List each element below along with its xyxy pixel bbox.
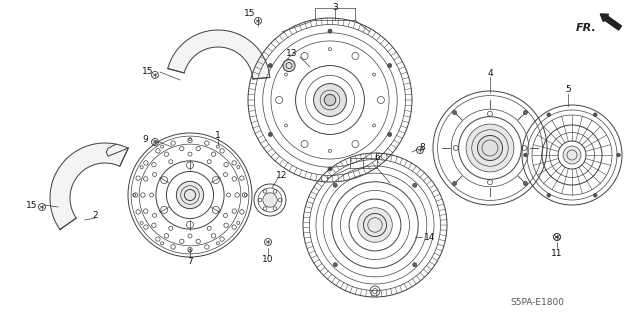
Circle shape	[328, 167, 332, 171]
Circle shape	[524, 182, 527, 185]
Polygon shape	[50, 143, 128, 230]
Circle shape	[452, 110, 456, 115]
Text: 3: 3	[332, 4, 338, 12]
Text: 6: 6	[374, 153, 380, 162]
Text: 15: 15	[142, 68, 154, 77]
Circle shape	[547, 193, 550, 197]
Text: 7: 7	[187, 257, 193, 266]
Text: 9: 9	[142, 136, 148, 145]
Circle shape	[177, 182, 204, 209]
Text: 13: 13	[286, 49, 298, 58]
Circle shape	[413, 183, 417, 187]
Text: 8: 8	[419, 143, 425, 152]
Circle shape	[452, 182, 456, 185]
Circle shape	[563, 146, 581, 164]
Text: 4: 4	[487, 69, 493, 78]
Circle shape	[413, 263, 417, 267]
Text: 2: 2	[92, 211, 98, 219]
Text: 15: 15	[26, 201, 38, 210]
Text: 1: 1	[215, 130, 221, 139]
Circle shape	[593, 113, 597, 116]
Circle shape	[268, 63, 273, 68]
Circle shape	[466, 124, 514, 172]
Circle shape	[333, 183, 337, 187]
Text: 11: 11	[551, 249, 563, 257]
Text: FR.: FR.	[576, 23, 597, 33]
Circle shape	[617, 153, 620, 157]
Text: 5: 5	[565, 85, 571, 94]
Polygon shape	[168, 30, 270, 79]
Circle shape	[263, 193, 277, 207]
Circle shape	[524, 110, 527, 115]
Circle shape	[314, 84, 346, 116]
Circle shape	[477, 136, 502, 160]
Text: 10: 10	[262, 256, 274, 264]
FancyArrow shape	[600, 14, 621, 30]
Circle shape	[324, 94, 336, 106]
Circle shape	[388, 63, 392, 68]
Circle shape	[268, 132, 273, 137]
Circle shape	[388, 132, 392, 137]
Circle shape	[358, 208, 392, 242]
Text: 14: 14	[424, 233, 436, 241]
Text: 12: 12	[276, 170, 288, 180]
Text: S5PA-E1800: S5PA-E1800	[510, 298, 564, 307]
Circle shape	[524, 153, 527, 157]
Circle shape	[593, 193, 597, 197]
Circle shape	[547, 113, 550, 116]
Circle shape	[328, 29, 332, 33]
Circle shape	[283, 60, 295, 71]
Circle shape	[333, 263, 337, 267]
Text: 15: 15	[244, 9, 256, 18]
